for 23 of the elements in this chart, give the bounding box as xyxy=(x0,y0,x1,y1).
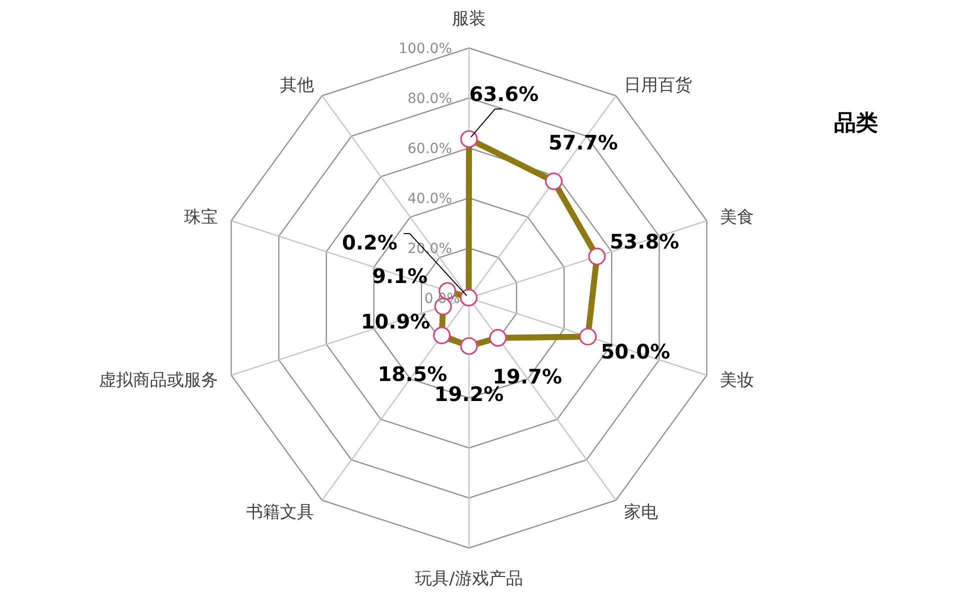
data-label: 53.8% xyxy=(610,230,680,254)
text: 品类 xyxy=(834,111,878,136)
spoke-label: 日用百货 xyxy=(624,75,692,96)
data-label: 10.9% xyxy=(360,309,430,334)
spoke-label: 其他 xyxy=(280,75,314,96)
spoke-label: 虚拟商品或服务 xyxy=(98,370,218,391)
data-label: 63.6% xyxy=(469,82,539,106)
y-tick-label: 100.0% xyxy=(398,41,452,57)
y-tick-label: 60.0% xyxy=(408,141,452,157)
spoke-label: 美食 xyxy=(720,207,754,228)
data-label: 50.0% xyxy=(600,339,670,364)
y-tick-label: 40.0% xyxy=(408,191,452,207)
y-tick-label: 80.0% xyxy=(408,91,452,107)
spoke-label: 家电 xyxy=(624,502,658,523)
data-label: 0.2% xyxy=(342,230,398,255)
spoke-label: 服装 xyxy=(452,9,486,29)
data-label: 57.7% xyxy=(548,130,618,154)
spoke-label: 玩具/游戏产品 xyxy=(415,569,523,589)
spoke-label: 书籍文具 xyxy=(246,502,314,523)
spoke-label: 美妆 xyxy=(720,370,754,391)
data-label: 9.1% xyxy=(372,264,428,288)
data-label: 18.5% xyxy=(378,362,448,386)
spoke-label: 珠宝 xyxy=(184,207,218,228)
